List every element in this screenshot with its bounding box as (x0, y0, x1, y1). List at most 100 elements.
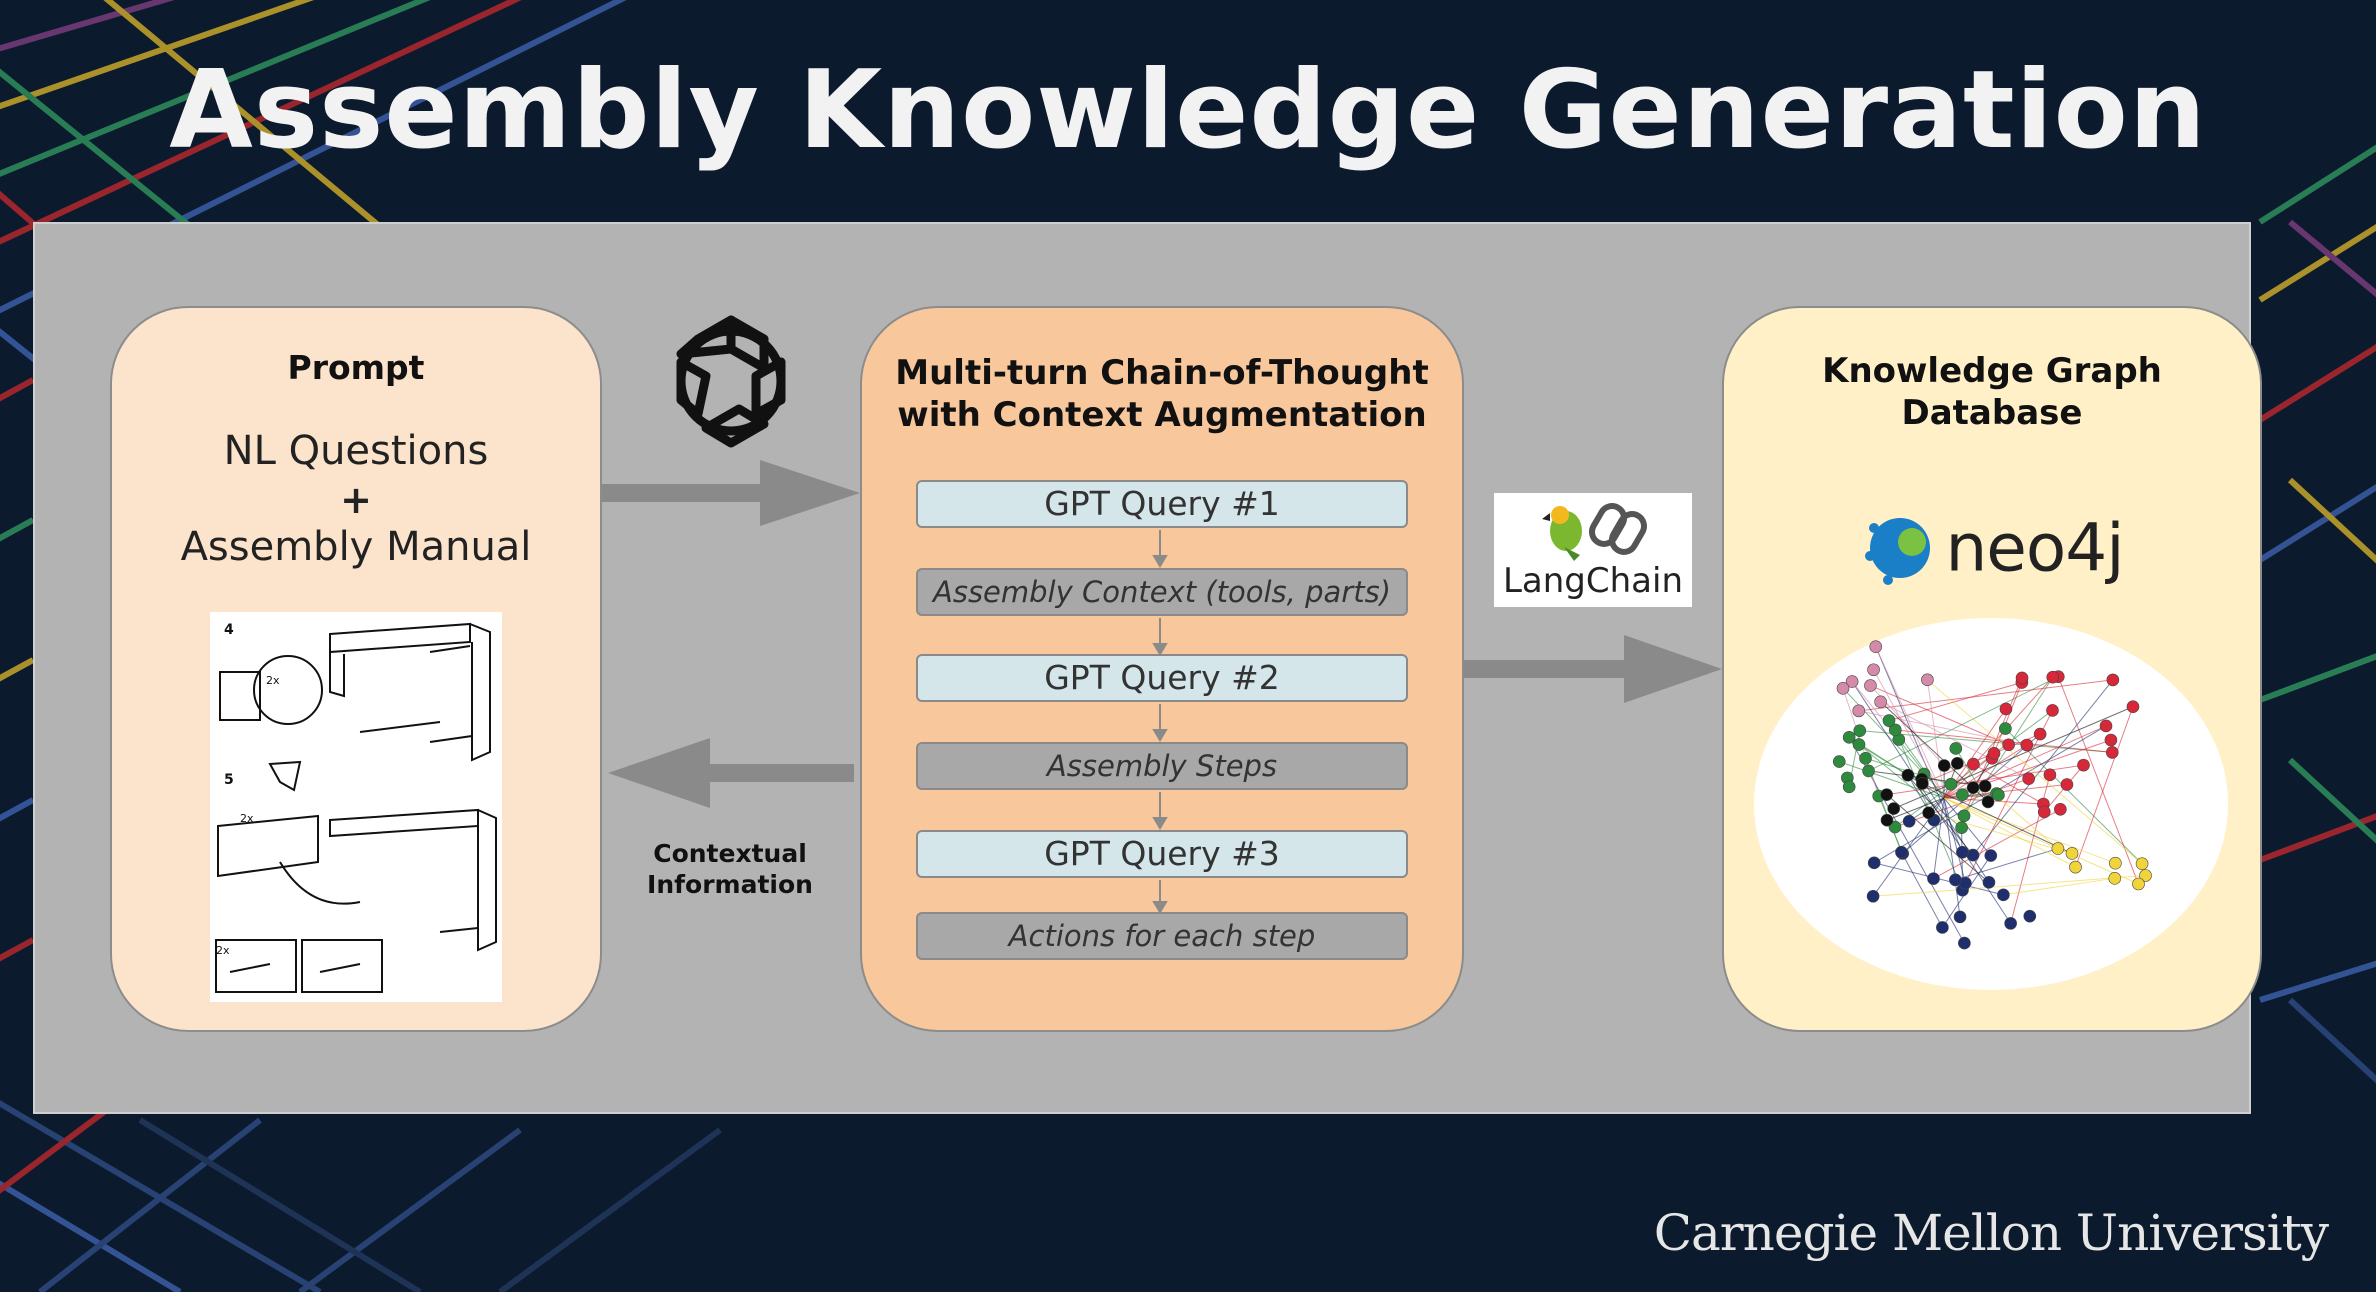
gpt-query-2: GPT Query #2 (916, 654, 1408, 702)
graph-edge (1894, 778, 2029, 828)
manual-drawing: 4 5 2x 2x 2x (215, 622, 497, 993)
chain-link-icon (1589, 503, 1647, 555)
graph-edge (1873, 669, 1945, 799)
graph-node (1957, 809, 1971, 823)
knowledge-graph-box: Knowledge Graph Database neo4j (1722, 306, 2262, 1032)
graph-node (2126, 700, 2140, 714)
graph-node (2023, 909, 2037, 923)
graph-edge (1870, 685, 2009, 746)
graph-edge (1943, 797, 2076, 868)
graph-node (1842, 731, 1856, 744)
prompt-plus: + (340, 478, 372, 522)
cot-heading-line2: with Context Augmentation (897, 395, 1427, 435)
graph-edge (2003, 877, 2115, 896)
graph-node (2051, 842, 2065, 855)
graph-node (2046, 704, 2059, 717)
graph-node (1874, 695, 1887, 709)
graph-node (1982, 876, 1996, 889)
graph-network (1832, 640, 2152, 950)
graph-node (1944, 777, 1958, 791)
graph-node (1927, 872, 1940, 885)
neo4j-logo-icon (1865, 518, 1931, 585)
graph-edge (1868, 676, 2059, 772)
graph-edge (1886, 794, 1990, 883)
arrow-cot-to-prompt-shaft (706, 764, 854, 782)
graph-node (1845, 675, 1859, 688)
graph-node (2022, 772, 2035, 785)
parrot-icon (1542, 506, 1582, 561)
graph-node (2046, 670, 2060, 684)
kg-heading-line2: Database (1901, 393, 2083, 433)
graph-node (1978, 779, 1992, 793)
arrow-prompt-to-cot-shaft (602, 484, 766, 502)
gpt-query-3: GPT Query #3 (916, 830, 1408, 878)
graph-node (1867, 856, 1881, 870)
graph-node (2132, 877, 2145, 891)
graph-node (2077, 758, 2090, 772)
graph-node (1882, 714, 1896, 727)
graph-node (2139, 869, 2152, 882)
graph-edge (1943, 797, 2116, 864)
graph-node (1888, 723, 1902, 737)
arrow-prompt-to-cot-head (760, 460, 860, 526)
graph-edge (1928, 812, 2073, 854)
graph-node (1859, 752, 1872, 765)
graph-edge (1873, 725, 2107, 864)
arrow-cot-to-kg-shaft (1464, 660, 1630, 678)
graph-edge (1875, 646, 1945, 799)
graph-node (1997, 888, 2010, 902)
graph-node (1992, 788, 2005, 802)
graph-node (1916, 777, 1929, 790)
graph-node (1949, 873, 1962, 887)
graph-node (2065, 847, 2079, 860)
graph-edges (1839, 646, 2146, 944)
graph-node (1984, 849, 1998, 862)
openai-logo-icon (676, 315, 786, 448)
graph-node (1936, 921, 1949, 934)
graph-node (2037, 805, 2051, 819)
graph-edge (1880, 701, 2029, 780)
actions-step: Actions for each step (916, 912, 1408, 960)
knowledge-graph-visualization (1754, 618, 2228, 990)
graph-node (1866, 889, 1880, 903)
graph-edge (2010, 774, 2051, 924)
cot-heading: Multi-turn Chain-of-Thought with Context… (862, 352, 1462, 436)
graph-edge (1927, 679, 2143, 865)
kg-heading-line1: Knowledge Graph (1822, 351, 2162, 391)
assembly-context-step: Assembly Context (tools, parts) (916, 568, 1408, 616)
kg-heading: Knowledge Graph Database (1724, 350, 2260, 434)
gpt-query-1: GPT Query #1 (916, 480, 1408, 528)
neo4j-label: neo4j (1945, 509, 2124, 587)
manual-qty-1: 2x (266, 674, 280, 687)
graph-edge (1893, 706, 2134, 810)
graph-node (1999, 702, 2013, 716)
contextual-info-line2: Information (647, 870, 813, 899)
graph-node (1880, 788, 1893, 801)
graph-edge (1972, 679, 2114, 856)
graph-edge (1922, 733, 2041, 784)
graph-edge (1955, 848, 2059, 881)
graph-node (2069, 860, 2082, 874)
graph-node (1937, 759, 1951, 772)
graph-node (1967, 757, 1980, 771)
neo4j-logo: neo4j (1724, 508, 2260, 588)
graph-node (1901, 768, 1915, 782)
assembly-steps-step: Assembly Steps (916, 742, 1408, 790)
manual-step-4: 4 (224, 622, 234, 638)
graph-node (1895, 845, 1908, 859)
graph-node (2105, 746, 2119, 759)
graph-node (1999, 722, 2012, 735)
graph-edge (1991, 682, 2023, 759)
graph-node (1987, 747, 2001, 760)
graph-edge (2075, 706, 2134, 868)
langchain-label: LangChain (1502, 561, 1684, 601)
graph-edge (1943, 797, 1966, 884)
graph-node (1864, 679, 1877, 692)
graph-node (1887, 802, 1901, 815)
graph-node (1966, 781, 1980, 794)
graph-node (2108, 872, 2122, 885)
graph-node (1981, 795, 1995, 809)
graph-node (2020, 738, 2034, 752)
graph-node (1853, 724, 1867, 737)
manual-step-5: 5 (224, 772, 234, 788)
